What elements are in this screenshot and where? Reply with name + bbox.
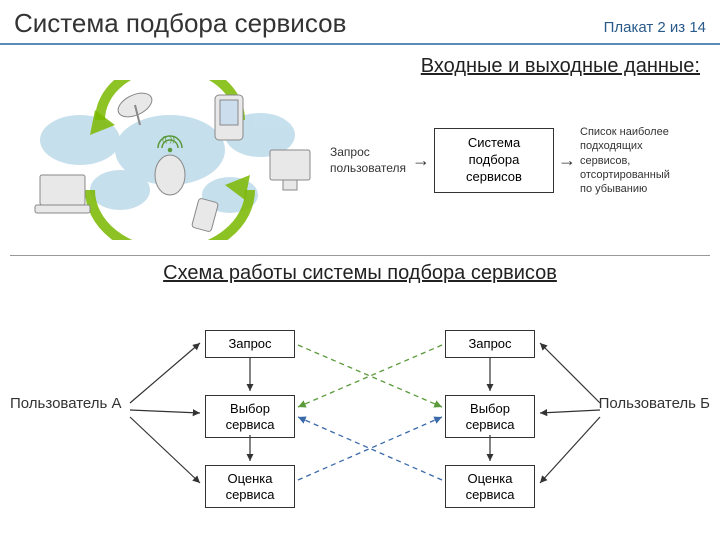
system-box: Система подбора сервисов [434,128,554,193]
node-vybor-a: Выбор сервиса [205,395,295,438]
section-io-data: Входные и выходные данные: [0,45,720,255]
node-vybor-b: Выбор сервиса [445,395,535,438]
slide-indicator: Плакат 2 из 14 [604,19,706,36]
io-flow-row: Запрос пользователя → Система подбора се… [330,125,710,196]
input-label: Запрос пользователя [330,145,408,176]
workflow-diagram: Пользователь А Пользователь Б Запрос Выб… [0,285,720,525]
output-label: Список наиболее подходящих сервисов, отс… [580,125,690,196]
system-box-l2: сервисов [443,169,545,186]
system-box-l1: Система подбора [443,135,545,169]
user-a-label: Пользователь А [10,395,122,412]
input-label-l1: Запрос [330,145,408,161]
node-ocenka-a: Оценка сервиса [205,465,295,508]
section2-heading: Схема работы системы подбора сервисов [0,256,720,285]
world-network-icon: (( )) [20,80,320,240]
section-workflow: Схема работы системы подбора сервисов По… [0,256,720,536]
node-ocenka-b: Оценка сервиса [445,465,535,508]
section1-heading: Входные и выходные данные: [421,55,700,78]
page-title: Система подбора сервисов [14,8,346,39]
svg-text:(( )): (( )) [162,135,175,144]
node-zapros-a: Запрос [205,330,295,358]
input-label-l2: пользователя [330,161,408,177]
arrow-right-icon: → [408,150,434,171]
node-zapros-b: Запрос [445,330,535,358]
user-b-label: Пользователь Б [599,395,710,412]
title-bar: Система подбора сервисов Плакат 2 из 14 [0,0,720,45]
arrow-right-icon: → [554,150,580,171]
